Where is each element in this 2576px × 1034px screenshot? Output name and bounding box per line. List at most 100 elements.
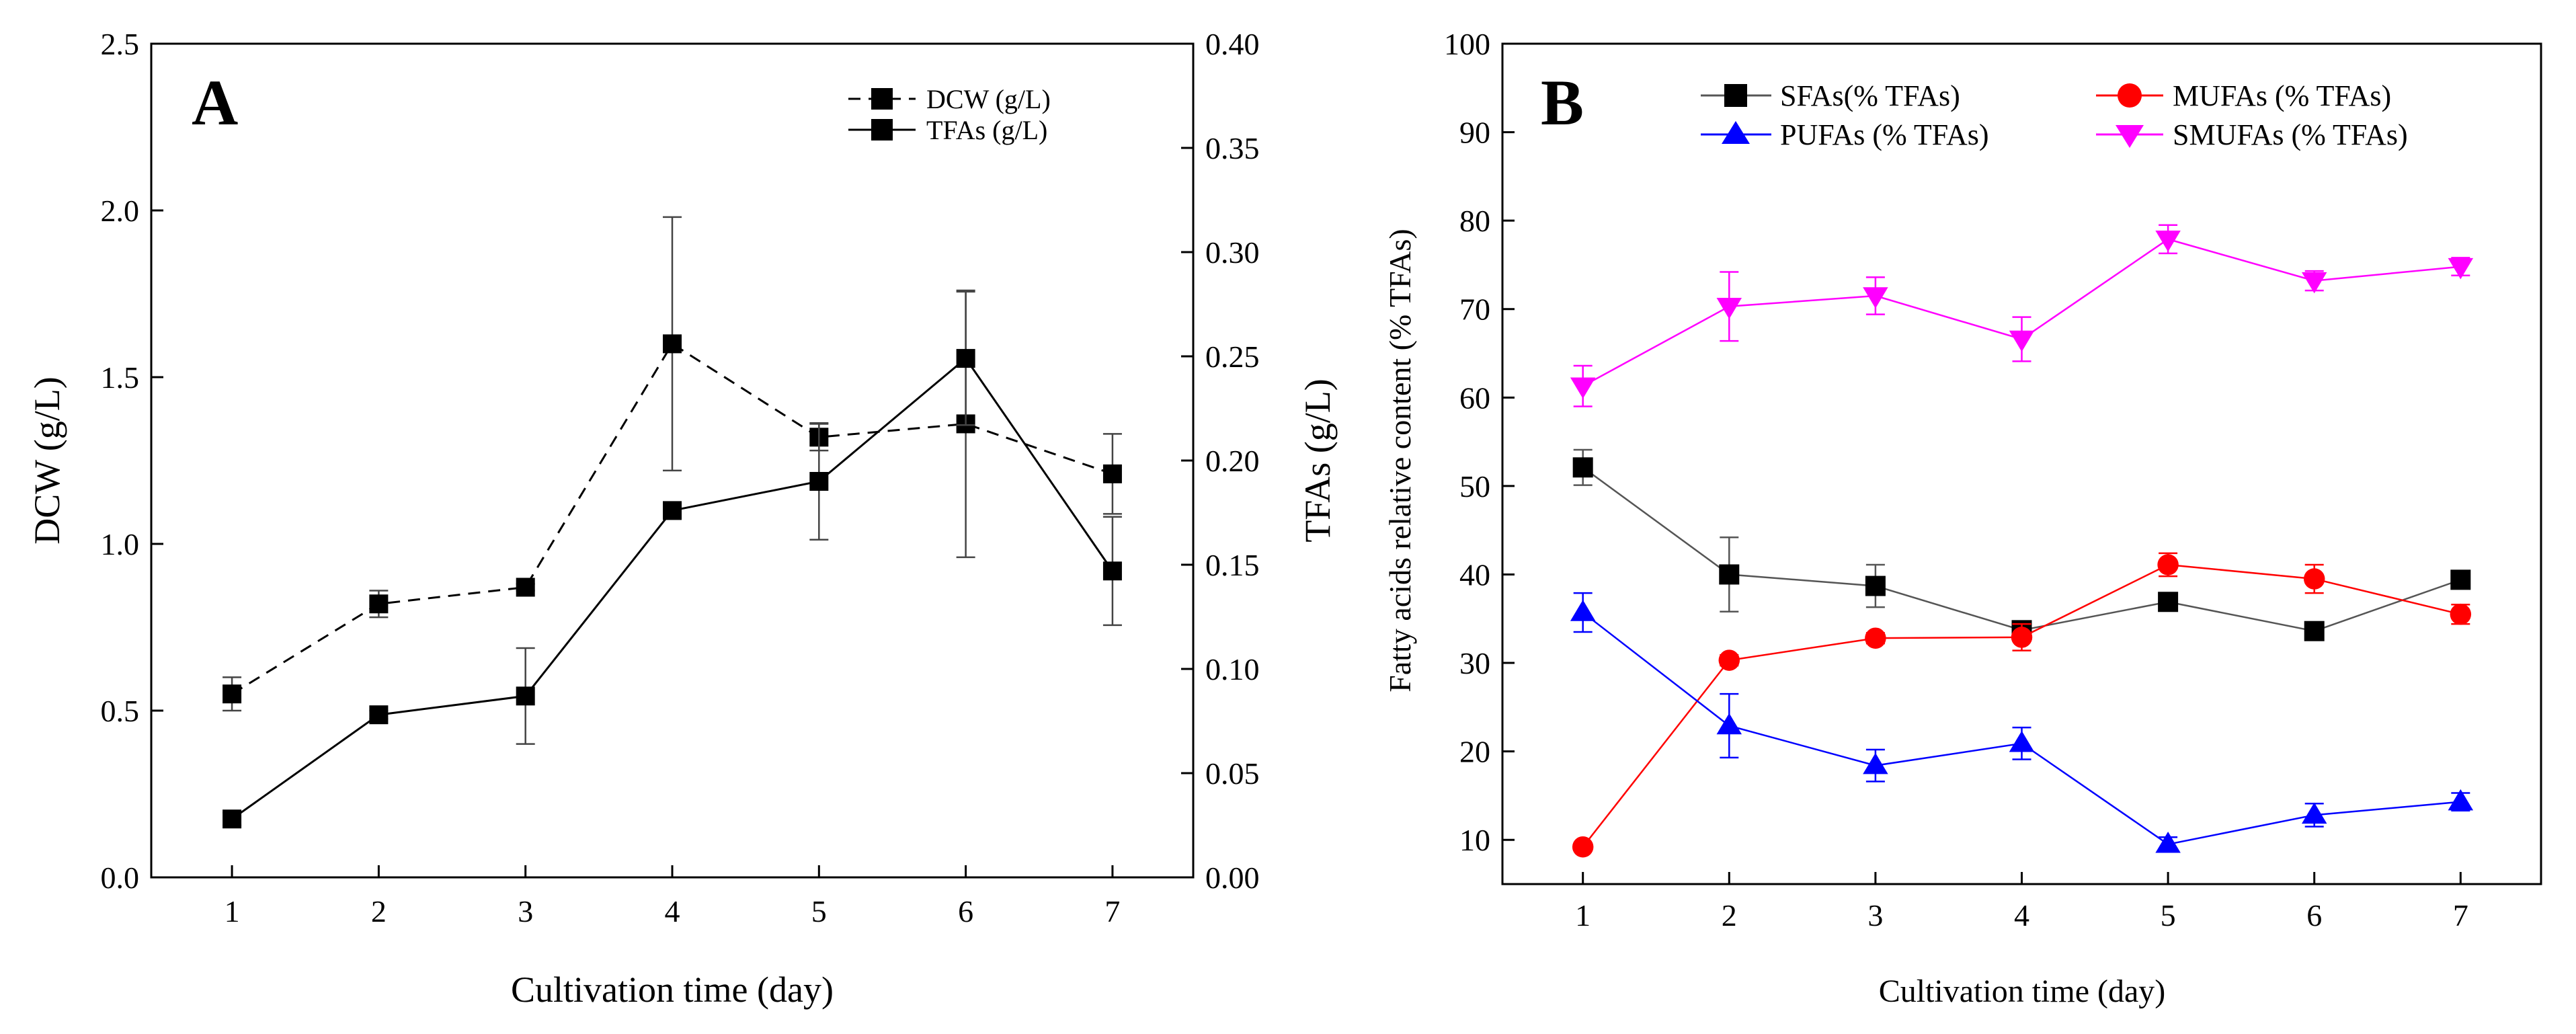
panel-a-x-tick-label: 4 [665,894,680,928]
panel-b: B 10 20 30 40 50 60 70 80 90 100 1 2 3 4 5 6 7 Fatty ac… [1383,27,2542,1009]
panel-a-legend: DCW (g/L) TFAs (g/L) [848,84,1051,145]
data-point [2011,627,2033,648]
data-point [1865,575,1886,596]
panel-a-y2-tick-label: 0.35 [1205,131,1260,165]
panel-a-y-tick-label: 1.5 [101,360,140,395]
legend-sfas-label: SFAs(% TFAs) [1780,79,1960,112]
panel-b-y-tick-label: 30 [1459,646,1490,680]
panel-b-y-tick-label: 60 [1459,381,1490,415]
panel-a-y-tick-label: 2.5 [101,27,140,61]
data-point [1718,649,1740,671]
panel-a-left-axis-ticks: 0.0 0.5 1.0 1.5 2.0 2.5 [101,27,163,895]
panel-b-series-pufas [1570,592,2474,853]
panel-a-y2-tick-label: 0.30 [1205,235,1260,270]
panel-a-x-tick-label: 5 [811,894,827,928]
panel-b-x-tick-label: 1 [1575,898,1591,932]
data-point [1572,457,1593,478]
data-point [223,684,242,704]
panel-a-y2-tick-label: 0.40 [1205,27,1260,61]
data-point [1716,298,1742,319]
panel-b-label: B [1541,67,1584,138]
panel-a-y2-axis-title: TFAs (g/L) [1297,379,1338,542]
panel-a-x-axis-ticks: 1 2 3 4 5 6 7 [225,865,1120,928]
legend-sfas-marker [1724,84,1747,107]
panel-a-y2-tick-label: 0.00 [1205,861,1260,895]
data-point [2448,257,2474,280]
panel-a-y-tick-label: 0.0 [101,861,140,895]
data-point [1102,561,1122,581]
data-point [369,705,389,725]
panel-b-x-tick-label: 5 [2161,898,2176,932]
data-point [223,809,242,829]
data-point [1863,287,1888,309]
series-line [1582,563,2461,848]
panel-b-y-axis-ticks: 10 20 30 40 50 60 70 80 90 100 [1444,27,1515,857]
panel-b-y-tick-label: 80 [1459,204,1490,238]
data-point [369,594,389,614]
panel-b-y-tick-label: 50 [1459,469,1490,504]
data-point [1716,713,1742,735]
panel-b-x-axis-ticks: 1 2 3 4 5 6 7 [1575,872,2468,932]
panel-b-y-tick-label: 70 [1459,292,1490,327]
data-point [1102,464,1122,483]
panel-b-y-axis-title: Fatty acids relative content (% TFAs) [1383,229,1417,692]
legend-tfas-label: TFAs (g/L) [926,115,1047,145]
panel-b-y-tick-label: 20 [1459,735,1490,769]
panel-a-y-tick-label: 1.0 [101,527,140,561]
data-point [2301,272,2327,294]
data-point [1570,377,1596,399]
panel-a-x-axis-title: Cultivation time (day) [511,969,834,1010]
legend-dcw-marker [871,88,893,110]
data-point [2301,802,2327,824]
panel-a-series-tfas [223,290,1122,829]
panel-a-y-tick-label: 0.5 [101,694,140,728]
data-point [2448,789,2474,811]
data-point [2155,231,2181,252]
data-point [2009,731,2035,752]
panel-a-y2-tick-label: 0.15 [1205,548,1260,582]
panel-a-x-tick-label: 2 [371,894,387,928]
data-point [2303,568,2325,590]
data-point [1719,564,1740,585]
data-point [956,349,975,368]
panel-b-x-tick-label: 2 [1722,898,1737,932]
panel-a: A 0.0 0.5 1.0 1.5 2.0 2.5 0.00 0.05 0.10 0.15 0.2… [27,27,1338,1010]
legend-dcw-label: DCW (g/L) [926,84,1051,114]
legend-pufas-label: PUFAs (% TFAs) [1780,118,1989,151]
series-line [1582,238,2461,387]
panel-a-series-dcw [223,216,1122,712]
panel-a-x-tick-label: 6 [958,894,973,928]
panel-b-series-mufas [1572,552,2472,858]
data-point [663,501,682,520]
data-point [663,334,682,354]
panel-a-x-tick-label: 3 [518,894,533,928]
panel-b-y-tick-label: 100 [1444,27,1490,61]
data-point [2450,569,2471,590]
panel-a-y2-tick-label: 0.10 [1205,652,1260,686]
panel-b-x-axis-title: Cultivation time (day) [1879,973,2166,1009]
panel-b-series-smufas [1570,224,2474,407]
panel-a-x-tick-label: 7 [1104,894,1120,928]
data-point [2450,603,2472,625]
data-point [1572,836,1594,858]
panel-a-y-axis-title: DCW (g/L) [27,376,67,544]
panel-b-x-tick-label: 3 [1867,898,1883,932]
panel-a-y-tick-label: 2.0 [101,194,140,228]
panel-b-x-tick-label: 7 [2453,898,2468,932]
panel-a-label: A [192,67,238,138]
data-point [1863,752,1888,774]
data-point [2155,832,2181,853]
legend-smufas-label: SMUFAs (% TFAs) [2173,118,2408,151]
legend-tfas-marker [871,119,893,141]
data-point [2304,621,2325,641]
data-point [1865,627,1886,649]
data-point [2157,554,2179,575]
data-point [516,686,535,706]
panel-b-x-tick-label: 6 [2306,898,2322,932]
panel-a-series [223,216,1122,829]
legend-mufas-label: MUFAs (% TFAs) [2173,79,2391,112]
data-point [2009,330,2035,352]
panel-a-y2-tick-label: 0.05 [1205,756,1260,791]
data-point [1570,600,1596,621]
